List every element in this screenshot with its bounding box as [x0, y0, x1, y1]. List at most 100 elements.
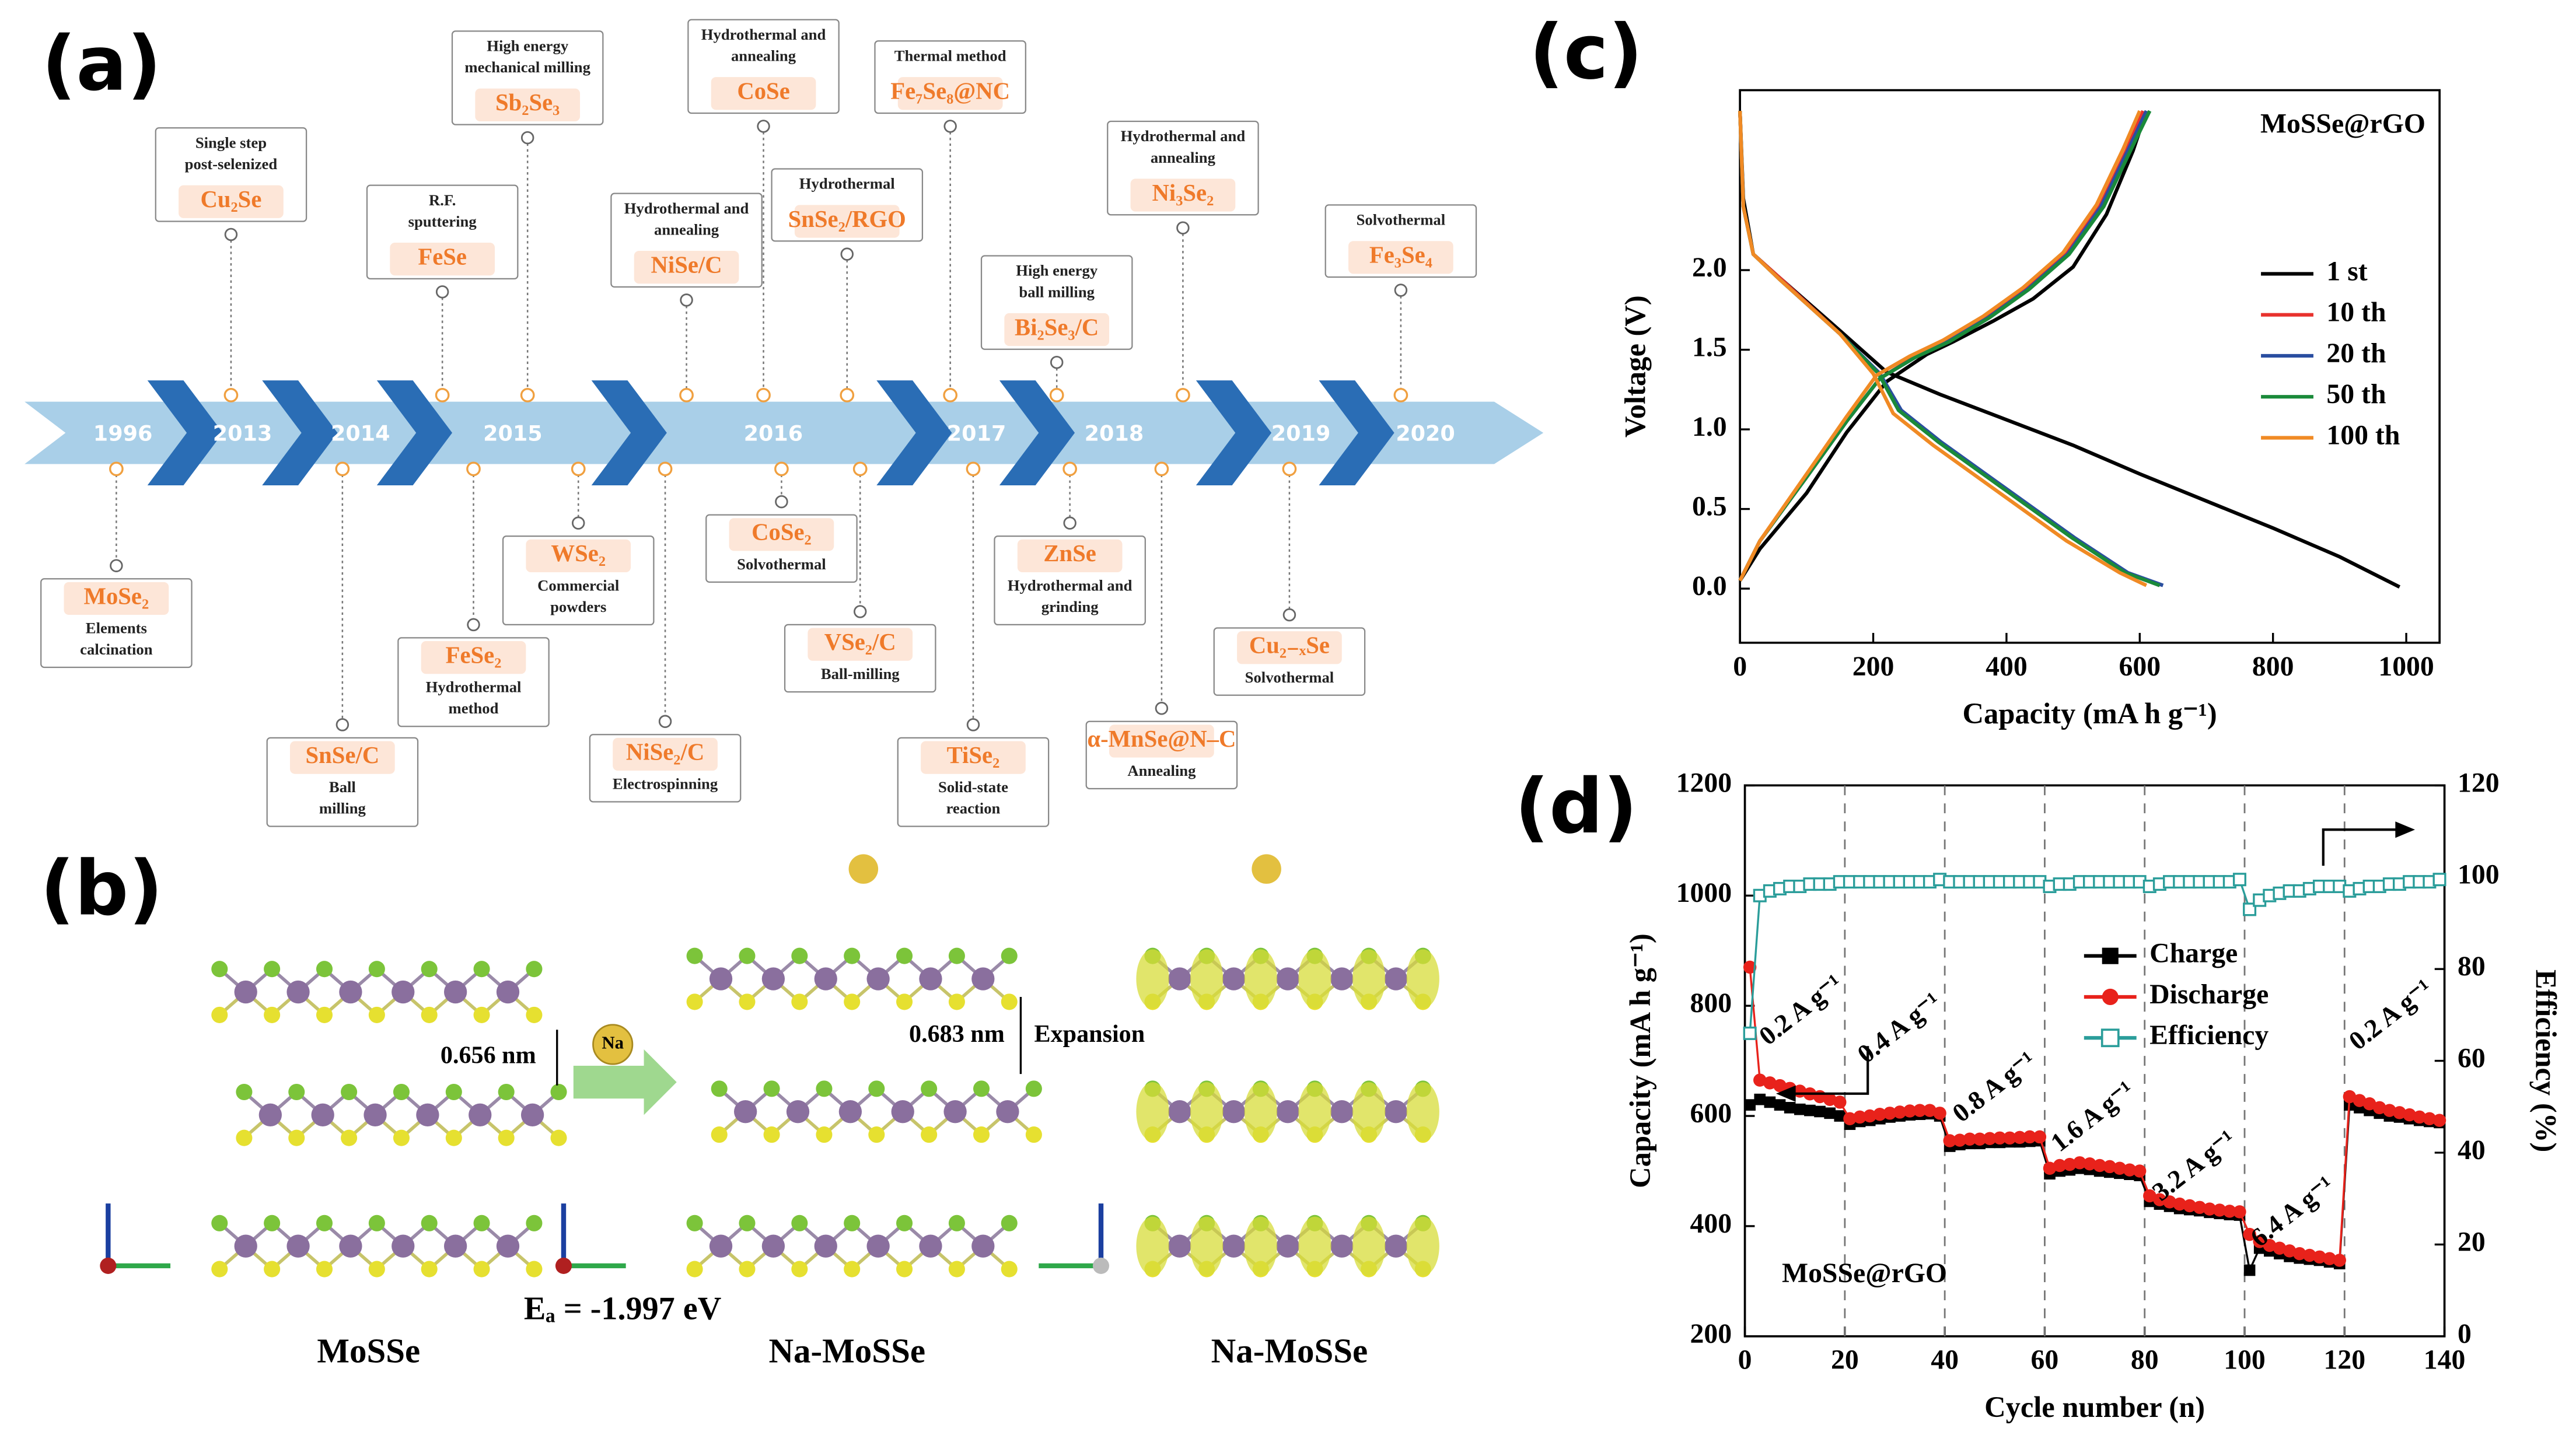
connector-end: [1176, 221, 1190, 235]
atom-s: [896, 1261, 913, 1278]
atom-s: [948, 1261, 965, 1278]
y-tick-label: 1.5: [1692, 331, 1727, 362]
year-label: 2016: [744, 421, 803, 446]
material-label: Bi₂Se₃/C: [1015, 314, 1099, 340]
atom-mo: [392, 980, 415, 1004]
connector-end: [520, 131, 534, 145]
data-point: [2223, 1205, 2236, 1218]
y-tick-label: 400: [1690, 1208, 1732, 1239]
atom-mo: [919, 1234, 942, 1258]
timeline-chevron: [999, 380, 1075, 485]
atom-mo: [234, 1234, 257, 1258]
atom-s: [686, 1261, 703, 1278]
band-dot: [1176, 388, 1190, 402]
x-tick-label: 40: [1931, 1345, 1959, 1376]
data-point: [2183, 1199, 2197, 1213]
x-tick-label: 200: [1853, 651, 1895, 682]
data-point: [2173, 1197, 2186, 1211]
method-label: Hydrothermal: [799, 175, 895, 192]
data-point: [2133, 1164, 2147, 1178]
method-label: milling: [319, 800, 366, 817]
atom-mo: [1330, 1100, 1354, 1124]
data-point: [1913, 1104, 1927, 1117]
y2-tick-label: 80: [2458, 951, 2486, 982]
series-line: [1738, 110, 2148, 587]
x-tick-label: 400: [1986, 651, 2028, 682]
annotation: MoSSe@rGO: [2260, 108, 2425, 139]
band-dot: [1282, 461, 1297, 477]
atom-mo: [1384, 1100, 1408, 1124]
connector-end: [757, 120, 770, 133]
atom-s: [921, 1126, 938, 1143]
atom-mo: [1168, 1100, 1191, 1124]
band-dot: [966, 461, 981, 477]
atom-mo: [363, 1103, 387, 1127]
atom-se: [711, 1080, 728, 1097]
method-label: Single step: [195, 134, 267, 151]
connector-end: [853, 605, 867, 618]
data-point: [1764, 1096, 1776, 1108]
material-label: CoSe₂: [752, 519, 812, 545]
atom-se: [686, 947, 703, 964]
atom-s: [739, 993, 756, 1010]
atom-mo: [1276, 967, 1299, 991]
data-point: [2383, 1104, 2396, 1117]
timeline-band: [25, 401, 1544, 464]
atom-se: [896, 1214, 913, 1231]
material-label: TiSe₂: [947, 742, 1000, 768]
band-dot: [466, 461, 481, 477]
atom-mo: [891, 1100, 914, 1124]
atom-s: [421, 1006, 438, 1023]
data-point: [1804, 1104, 1816, 1116]
data-point: [1953, 1133, 1967, 1147]
timeline-chevron: [147, 380, 223, 485]
charge-cloud: [1298, 1082, 1331, 1142]
band-dot: [335, 461, 350, 477]
y2-tick-label: 120: [2458, 767, 2500, 798]
charge-cloud: [1244, 1082, 1277, 1142]
connector-end: [1394, 284, 1408, 297]
method-label: annealing: [654, 220, 719, 238]
y2-tick-label: 60: [2458, 1043, 2486, 1074]
method-label: Solvothermal: [1245, 668, 1334, 686]
x-axis-label: Cycle number (n): [1984, 1391, 2205, 1423]
axis-a: [555, 1257, 572, 1274]
method-label: Ball-milling: [821, 665, 900, 682]
timeline-chevron: [591, 380, 667, 485]
material-tag: [390, 243, 495, 276]
y-axis-label: Voltage (V): [1619, 295, 1652, 438]
band-dot: [571, 461, 586, 477]
atom-mo: [443, 1234, 467, 1258]
atom-s: [393, 1129, 410, 1146]
atom-mo: [709, 1234, 733, 1258]
data-point: [2413, 1110, 2426, 1124]
y-tick-label: 0.5: [1692, 491, 1727, 522]
atom-mo: [814, 967, 837, 991]
data-point: [1763, 1076, 1777, 1090]
charge-cloud: [1190, 1216, 1224, 1276]
atom-mo: [443, 980, 467, 1004]
axis-a: [1092, 1257, 1110, 1274]
atom-mo: [1276, 1100, 1299, 1124]
atom-mo: [866, 967, 890, 991]
atom-mo: [469, 1103, 492, 1127]
data-point: [2313, 1250, 2326, 1264]
material-tag: [1130, 178, 1236, 212]
connector-end: [680, 293, 693, 307]
data-point: [2013, 1130, 2026, 1144]
connector-end: [1050, 355, 1064, 369]
charge-cloud: [1244, 949, 1277, 1009]
x-tick-label: 20: [1831, 1345, 1859, 1376]
charge-cloud: [1298, 1216, 1331, 1276]
year-label: 2015: [483, 421, 543, 446]
data-point: [2153, 1193, 2166, 1206]
connector-end: [966, 718, 980, 732]
atom-se: [948, 947, 965, 964]
material-tag: [421, 641, 526, 674]
x-tick-label: 800: [2252, 651, 2294, 682]
data-point: [1853, 1110, 1867, 1124]
material-label: NiSe₂/C: [626, 738, 704, 765]
atom-se: [973, 1080, 990, 1097]
method-label: calcination: [80, 640, 153, 658]
method-label: Solvothermal: [737, 555, 826, 573]
